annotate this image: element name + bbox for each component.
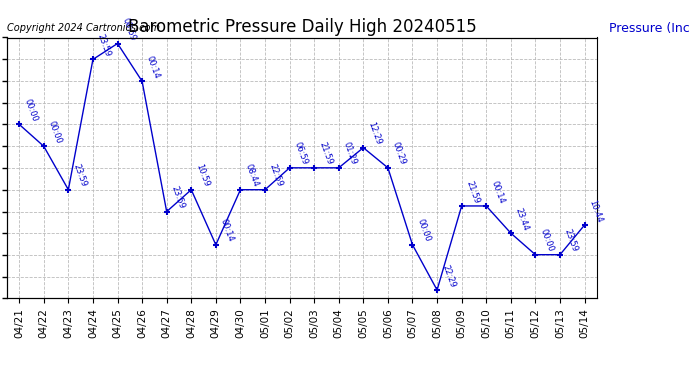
Text: Pressure (Inches/Hg): Pressure (Inches/Hg) [609,22,690,35]
Text: 00:14: 00:14 [219,218,235,243]
Text: 00:00: 00:00 [22,98,39,123]
Text: 23:44: 23:44 [514,206,531,232]
Text: 00:00: 00:00 [538,228,555,253]
Text: 00:29: 00:29 [391,141,407,166]
Text: 22:29: 22:29 [440,263,457,289]
Text: Copyright 2024 Cartronics.com: Copyright 2024 Cartronics.com [7,23,160,33]
Text: 23:59: 23:59 [71,163,88,188]
Text: 10:59: 10:59 [194,163,210,188]
Text: 21:59: 21:59 [317,141,334,166]
Text: 12:29: 12:29 [366,121,383,146]
Text: 21:59: 21:59 [464,179,481,204]
Text: 06:59: 06:59 [293,141,309,166]
Text: 00:14: 00:14 [489,179,506,204]
Text: 08:44: 08:44 [244,163,260,188]
Text: 23:59: 23:59 [170,184,186,210]
Text: 00:00: 00:00 [47,120,63,145]
Text: 00:14: 00:14 [145,54,161,80]
Title: Barometric Pressure Daily High 20240515: Barometric Pressure Daily High 20240515 [128,18,476,36]
Text: 10:44: 10:44 [587,198,604,223]
Text: 22:59: 22:59 [268,163,284,188]
Text: 08:59: 08:59 [121,16,137,42]
Text: 23:59: 23:59 [96,33,112,58]
Text: 23:59: 23:59 [563,228,580,253]
Text: 01:29: 01:29 [342,141,358,166]
Text: 00:00: 00:00 [415,218,432,243]
